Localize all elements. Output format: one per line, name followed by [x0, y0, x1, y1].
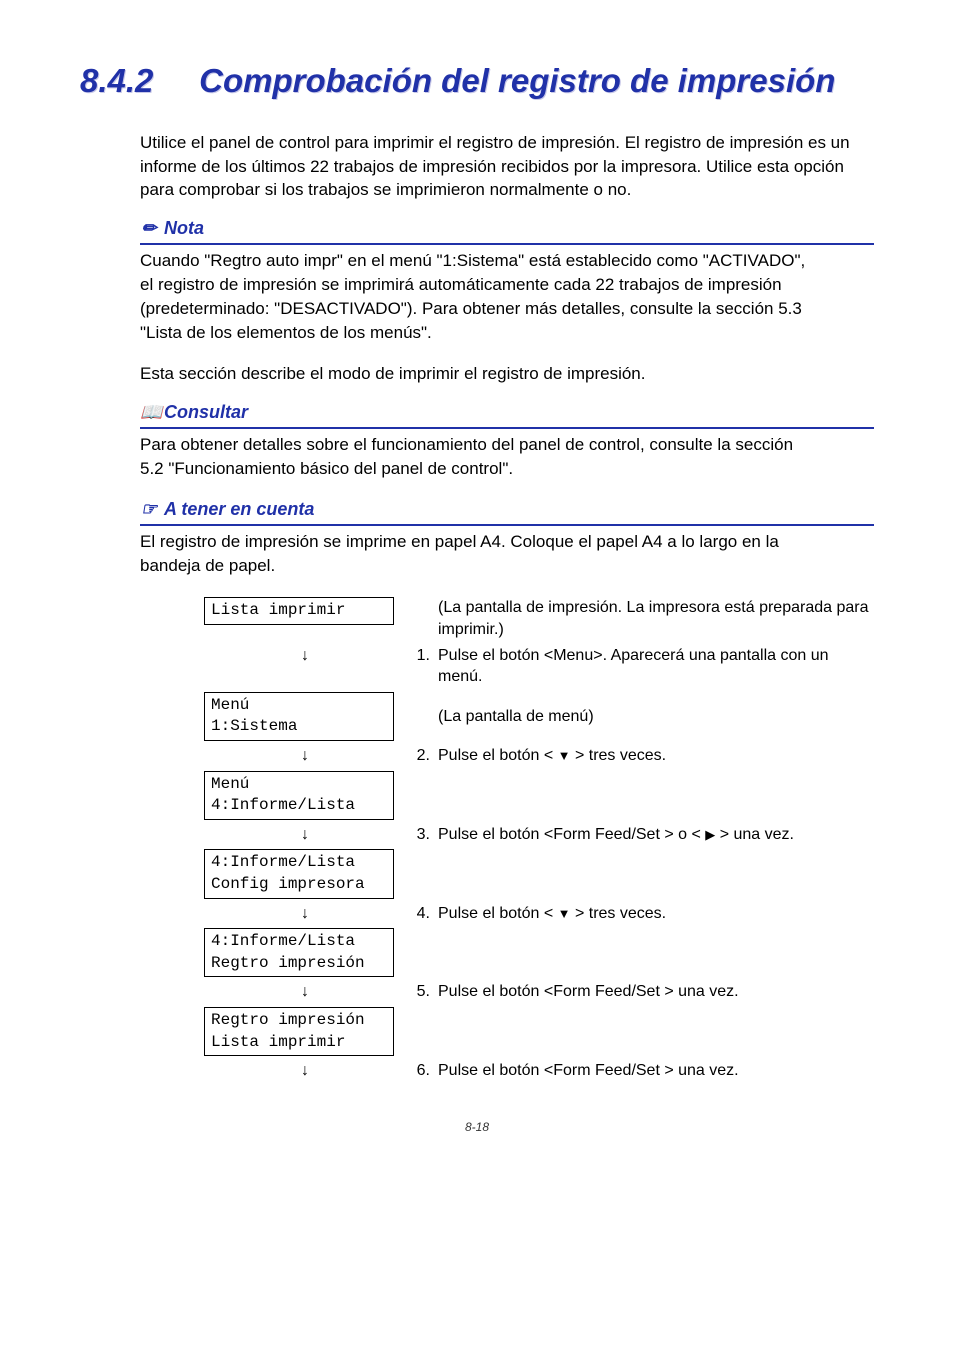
- nota-callout: ✏ Nota: [140, 218, 874, 239]
- heading-title: Comprobación del registro de impresión: [199, 60, 849, 103]
- steps-table: Lista imprimir (La pantalla de impresión…: [200, 595, 874, 1083]
- page-number: 8-18: [80, 1120, 874, 1134]
- step-desc: Pulse el botón < ▼ > tres veces.: [434, 901, 874, 927]
- lcd-display: 4:Informe/Lista Regtro impresión: [204, 928, 394, 977]
- triangle-down-icon: ▼: [558, 748, 571, 763]
- step-number: 6.: [410, 1058, 434, 1084]
- step-desc: Pulse el botón <Form Feed/Set > una vez.: [434, 979, 874, 1005]
- intro-paragraph: Utilice el panel de control para imprimi…: [140, 131, 874, 202]
- down-arrow-icon: ↓: [200, 1058, 410, 1084]
- step-number: 5.: [410, 979, 434, 1005]
- lcd-display: Lista imprimir: [204, 597, 394, 625]
- atener-rule: [140, 524, 874, 526]
- down-arrow-icon: ↓: [200, 822, 410, 848]
- consultar-callout: 📖 Consultar: [140, 402, 874, 423]
- atener-body: El registro de impresión se imprime en p…: [140, 530, 814, 578]
- book-icon: 📖: [140, 402, 158, 423]
- step-number: 1.: [410, 643, 434, 690]
- consultar-body: Para obtener detalles sobre el funcionam…: [140, 433, 814, 481]
- heading-number: 8.4.2: [80, 60, 190, 103]
- section-heading: 8.4.2 Comprobación del registro de impre…: [80, 60, 874, 103]
- triangle-down-icon: ▼: [558, 906, 571, 921]
- step-number: 2.: [410, 743, 434, 769]
- nota-label: Nota: [164, 218, 204, 239]
- pencil-icon: ✏: [140, 218, 158, 239]
- mid-paragraph: Esta sección describe el modo de imprimi…: [140, 362, 874, 386]
- step-desc: Pulse el botón <Form Feed/Set > o < ▶ > …: [434, 822, 874, 848]
- nota-body: Cuando "Regtro auto impr" en el menú "1:…: [140, 249, 814, 344]
- atener-label: A tener en cuenta: [164, 499, 314, 520]
- step-desc: Pulse el botón <Menu>. Aparecerá una pan…: [434, 643, 874, 690]
- step-desc: (La pantalla de menú): [434, 690, 874, 743]
- step-desc: Pulse el botón <Form Feed/Set > una vez.: [434, 1058, 874, 1084]
- lcd-display: Menú 1:Sistema: [204, 692, 394, 741]
- down-arrow-icon: ↓: [200, 901, 410, 927]
- lcd-display: Menú 4:Informe/Lista: [204, 771, 394, 820]
- step-number: 4.: [410, 901, 434, 927]
- hand-icon: ☞: [140, 499, 158, 520]
- triangle-right-icon: ▶: [705, 827, 715, 842]
- down-arrow-icon: ↓: [200, 979, 410, 1005]
- down-arrow-icon: ↓: [200, 743, 410, 769]
- step-desc: Pulse el botón < ▼ > tres veces.: [434, 743, 874, 769]
- consultar-label: Consultar: [164, 402, 248, 423]
- nota-rule: [140, 243, 874, 245]
- lcd-display: Regtro impresión Lista imprimir: [204, 1007, 394, 1056]
- step-number: 3.: [410, 822, 434, 848]
- down-arrow-icon: ↓: [200, 643, 410, 690]
- atener-callout: ☞ A tener en cuenta: [140, 499, 874, 520]
- step-desc: (La pantalla de impresión. La impresora …: [434, 595, 874, 642]
- consultar-rule: [140, 427, 874, 429]
- lcd-display: 4:Informe/Lista Config impresora: [204, 849, 394, 898]
